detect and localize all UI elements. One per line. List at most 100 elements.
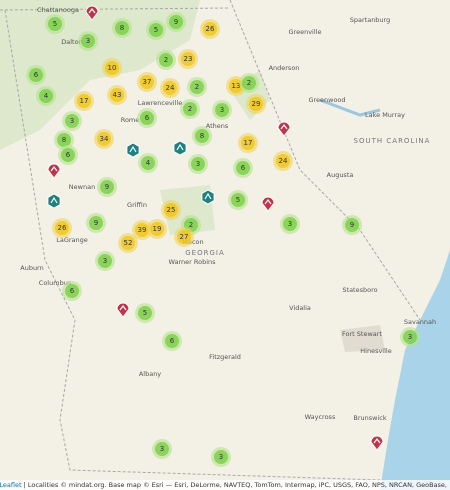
cluster[interactable]: 10 — [102, 58, 122, 78]
cluster[interactable]: 26 — [200, 19, 220, 39]
cluster-count: 3 — [288, 220, 292, 228]
leaflet-link[interactable]: Leaflet — [0, 481, 22, 489]
hex-glyph — [204, 192, 212, 200]
cluster[interactable]: 24 — [273, 151, 293, 171]
cluster-count: 24 — [279, 157, 288, 165]
cluster-core — [29, 68, 43, 82]
cluster-core — [100, 180, 114, 194]
cluster[interactable]: 5 — [45, 14, 65, 34]
cluster[interactable]: 26 — [52, 218, 72, 238]
cluster[interactable]: 3 — [212, 100, 232, 120]
cluster[interactable]: 23 — [178, 49, 198, 69]
cluster[interactable]: 6 — [58, 145, 78, 165]
cluster[interactable]: 9 — [342, 215, 362, 235]
cluster[interactable]: 37 — [137, 72, 157, 92]
cluster-count: 37 — [143, 78, 152, 86]
cluster-core — [48, 17, 62, 31]
cluster[interactable]: 4 — [36, 86, 56, 106]
cluster[interactable]: 29 — [246, 94, 266, 114]
cluster[interactable]: 6 — [137, 108, 157, 128]
cluster-core — [231, 193, 245, 207]
locality-pin[interactable] — [85, 5, 99, 21]
cluster[interactable]: 8 — [192, 126, 212, 146]
cluster-core — [65, 284, 79, 298]
cluster-count: 6 — [66, 151, 71, 159]
cluster[interactable]: 3 — [280, 214, 300, 234]
cluster[interactable]: 2 — [156, 50, 176, 70]
state-label: GEORGIA — [185, 249, 225, 257]
locality-pin[interactable] — [47, 163, 61, 179]
locality-hex[interactable] — [173, 140, 187, 156]
cluster[interactable]: 6 — [62, 281, 82, 301]
cluster[interactable]: 43 — [107, 85, 127, 105]
cluster-count: 13 — [232, 82, 241, 90]
cluster[interactable]: 2 — [239, 73, 259, 93]
cluster[interactable]: 5 — [146, 20, 166, 40]
cluster[interactable]: 3 — [188, 154, 208, 174]
cluster[interactable]: 17 — [74, 91, 94, 111]
locality-hex[interactable] — [47, 193, 61, 209]
place-label: Greenwood — [308, 96, 345, 104]
locality-pin[interactable] — [261, 196, 275, 212]
cluster[interactable]: 27 — [174, 227, 194, 247]
cluster[interactable]: 3 — [152, 439, 172, 459]
place-label: Warner Robins — [168, 258, 216, 266]
cluster[interactable]: 17 — [238, 133, 258, 153]
cluster[interactable]: 9 — [97, 177, 117, 197]
cluster[interactable]: 3 — [400, 327, 420, 347]
place-label: Dalton — [61, 38, 82, 46]
cluster-core — [181, 52, 195, 66]
place-label: Griffin — [127, 201, 147, 209]
cluster-core — [236, 161, 250, 175]
place-label: Albany — [139, 370, 161, 378]
cluster[interactable]: 9 — [86, 213, 106, 233]
cluster-core — [110, 88, 124, 102]
cluster[interactable]: 5 — [228, 190, 248, 210]
cluster-core — [140, 111, 154, 125]
cluster[interactable]: 3 — [211, 447, 231, 467]
locality-pin[interactable] — [116, 302, 130, 318]
place-label: Anderson — [269, 64, 300, 72]
cluster[interactable]: 9 — [166, 12, 186, 32]
cluster-count: 26 — [206, 25, 215, 33]
cluster[interactable]: 8 — [112, 18, 132, 38]
cluster-count: 3 — [408, 333, 412, 341]
place-label: Greenville — [289, 28, 322, 36]
cluster[interactable]: 25 — [161, 200, 181, 220]
locality-pin[interactable] — [370, 435, 384, 451]
cluster[interactable]: 3 — [62, 111, 82, 131]
cluster[interactable]: 52 — [118, 233, 138, 253]
cluster-core — [135, 223, 149, 237]
cluster[interactable]: 24 — [160, 78, 180, 98]
cluster[interactable]: 3 — [78, 31, 98, 51]
cluster[interactable]: 34 — [94, 129, 114, 149]
cluster[interactable]: 6 — [233, 158, 253, 178]
cluster[interactable]: 5 — [135, 303, 155, 323]
locality-pin[interactable] — [277, 121, 291, 137]
cluster-core — [203, 22, 217, 36]
forest — [160, 185, 215, 235]
cluster-count: 4 — [146, 159, 151, 167]
cluster[interactable]: 39 — [132, 220, 152, 240]
cluster-core — [249, 97, 263, 111]
cluster[interactable]: 4 — [138, 153, 158, 173]
cluster-core — [159, 53, 173, 67]
cluster[interactable]: 8 — [54, 130, 74, 150]
attribution-text: | Localities © mindat.org. Base map © Es… — [23, 481, 447, 489]
ocean — [380, 250, 450, 490]
cluster[interactable]: 6 — [26, 65, 46, 85]
pin-glyph — [280, 124, 288, 130]
cluster[interactable]: 6 — [162, 331, 182, 351]
cluster-count: 23 — [184, 55, 193, 63]
cluster[interactable]: 3 — [95, 251, 115, 271]
cluster-count: 27 — [180, 233, 189, 241]
locality-hex[interactable] — [201, 189, 215, 205]
locality-hex[interactable] — [126, 142, 140, 158]
cluster[interactable]: 2 — [180, 99, 200, 119]
cluster[interactable]: 2 — [187, 77, 207, 97]
cluster[interactable]: 19 — [147, 219, 167, 239]
place-label: Newnan — [69, 183, 95, 191]
place-labels: Chattanooga Spartanburg Greenville Anderson… — [20, 6, 436, 422]
